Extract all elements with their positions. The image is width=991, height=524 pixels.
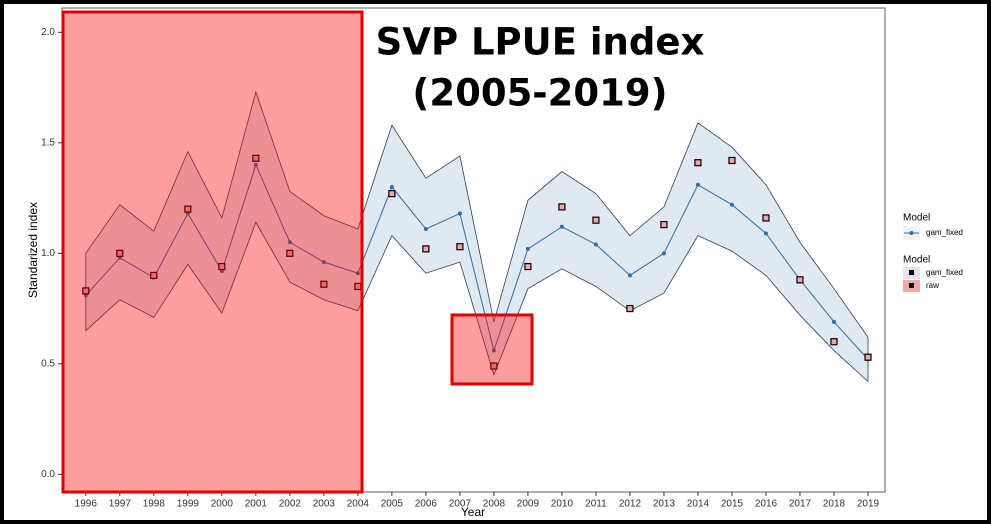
point [831, 319, 836, 324]
x-tick-label: 2003 [313, 499, 336, 510]
x-tick-label: 2012 [619, 499, 642, 510]
y-tick-label: 1.5 [41, 137, 55, 148]
point [729, 202, 734, 207]
x-tick-label: 2002 [279, 499, 302, 510]
point [321, 260, 326, 265]
raw-point [864, 353, 872, 361]
raw-point [388, 190, 396, 198]
x-tick-label: 2009 [517, 499, 540, 510]
legend-title: Model [903, 255, 930, 266]
x-tick-label: 2015 [721, 499, 744, 510]
raw-point [660, 220, 668, 229]
x-tick-label: 1999 [177, 499, 200, 510]
y-tick-label: 0.5 [41, 358, 55, 369]
raw-point [286, 249, 294, 257]
highlight-box [61, 10, 364, 494]
point [389, 185, 394, 190]
x-tick-label: 2018 [823, 499, 846, 510]
point [457, 211, 462, 216]
highlight-box [450, 313, 534, 386]
raw-point [252, 154, 260, 162]
raw-point [592, 216, 600, 224]
raw-point [694, 159, 702, 167]
point [491, 348, 496, 353]
x-tick-label: 1998 [143, 499, 166, 510]
x-tick-label: 2006 [415, 499, 438, 510]
x-tick-label: 2004 [347, 499, 370, 510]
point [559, 224, 564, 229]
raw-point [150, 271, 158, 280]
point [423, 227, 428, 232]
x-axis-label: Year [461, 505, 485, 519]
x-tick-label: 2017 [789, 499, 812, 510]
raw-point [830, 338, 838, 346]
point [661, 251, 666, 256]
x-tick-label: 2016 [755, 499, 778, 510]
y-tick-label: 0.0 [41, 469, 55, 480]
raw-point [524, 262, 532, 271]
raw-point [456, 243, 464, 251]
y-tick-label: 2.0 [41, 27, 55, 38]
raw-point [558, 203, 566, 211]
point [593, 242, 598, 247]
x-tick-label: 2010 [551, 499, 574, 510]
point [763, 231, 768, 236]
x-tick-label: 1996 [75, 499, 98, 510]
raw-point [490, 362, 498, 370]
x-tick-label: 2019 [857, 499, 880, 510]
y-tick-label: 1.0 [41, 248, 55, 259]
plot: 0.0 0.5 1.0 1.5 2.0 1996 1997 1998 1999 2000 2001 2… [41, 27, 879, 510]
chart-title: SVP LPUE index [376, 21, 705, 64]
x-tick-label: 2005 [381, 499, 404, 510]
ribbon [85, 90, 869, 383]
legend-key-square [909, 283, 914, 288]
x-tick-label: 2000 [211, 499, 234, 510]
raw-point [184, 205, 192, 213]
line [85, 163, 869, 360]
x-tick-label: 1997 [109, 499, 132, 510]
legend-label: gam_fixed [926, 268, 963, 277]
raw-point [320, 280, 328, 288]
legend-key-square [909, 270, 914, 275]
y-axis-label: Standarized index [26, 202, 40, 298]
legend-label: raw [926, 281, 939, 290]
x-tick-label: 2011 [585, 499, 607, 510]
legend-title: Model [903, 213, 930, 224]
x-tick-label: 2008 [483, 499, 506, 510]
x-tick-label: 2007 [449, 499, 472, 510]
point [627, 273, 632, 278]
point [287, 240, 292, 245]
legend-key-point [909, 231, 914, 235]
raw-point [762, 214, 770, 222]
raw-point [626, 304, 634, 313]
raw-point [116, 249, 124, 257]
x-tick-label: 2001 [245, 499, 268, 510]
legend-label: gam_fixed [926, 228, 963, 237]
x-tick-label: 2014 [687, 499, 710, 510]
point [695, 182, 700, 187]
chart-subtitle: (2005-2019) [412, 72, 667, 115]
raw-point [82, 287, 90, 295]
raw-point [218, 262, 226, 271]
point [525, 246, 530, 251]
raw-point [728, 156, 736, 165]
point [253, 162, 258, 167]
raw-point [422, 245, 430, 253]
x-tick-label: 2013 [653, 499, 676, 510]
point [355, 271, 360, 276]
raw-point [796, 276, 804, 284]
